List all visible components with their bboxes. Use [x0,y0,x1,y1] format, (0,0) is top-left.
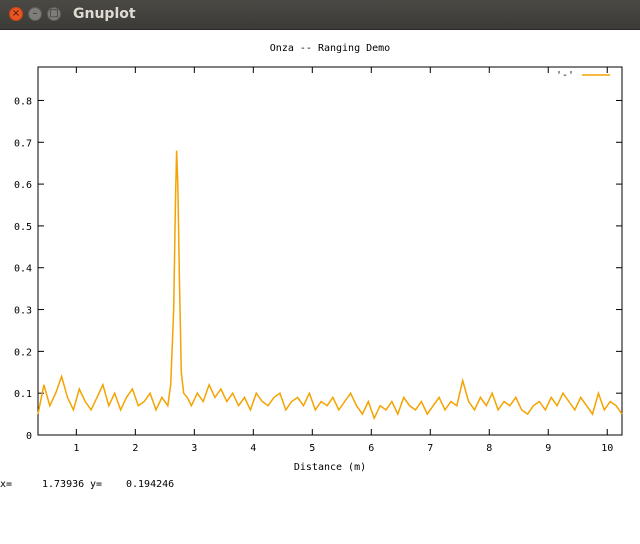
y-tick-label: 0.8 [14,96,32,107]
status-y-value: 0.194246 [126,479,175,490]
y-tick-label: 0 [26,431,32,442]
x-tick-label: 8 [486,443,492,454]
x-tick-label: 9 [545,443,551,454]
status-x-label: x= [0,479,13,490]
y-tick-label: 0.5 [14,222,32,233]
y-tick-label: 0.1 [14,389,32,400]
y-tick-label: 0.4 [14,264,32,275]
legend-label: '-' [556,70,574,81]
chart-title: Onza -- Ranging Demo [270,43,390,54]
y-tick-label: 0.6 [14,180,32,191]
x-tick-label: 7 [427,443,433,454]
series-line [37,150,623,421]
plot-canvas[interactable]: Onza -- Ranging Demo 1 2 3 4 5 6 7 8 9 10 0 0.1 0.2 0… [0,30,640,478]
plot-frame [37,66,623,436]
maximize-icon[interactable]: □ [47,7,61,21]
status-x-value: 1.73936 [42,479,85,490]
y-tick-label: 0.3 [14,306,32,317]
x-tick-label: 3 [191,443,197,454]
chart-svg[interactable]: Onza -- Ranging Demo 1 2 3 4 5 6 7 8 9 10 0 0.1 0.2 0… [0,30,640,478]
x-tick-label: 5 [309,443,315,454]
x-tick-label: 1 [73,443,79,454]
y-tick-label: 0.7 [14,138,32,149]
x-tick-label: 2 [132,443,138,454]
x-tick-label: 4 [250,443,256,454]
window-title: Gnuplot [73,6,136,22]
status-bar: x= 1.73936 y= 0.194246 [0,478,640,491]
x-tick-label: 10 [601,443,613,454]
legend: '-' [556,70,610,81]
x-tick-label: 6 [368,443,374,454]
close-icon[interactable]: × [9,7,23,21]
title-bar[interactable]: × – □ Gnuplot [0,0,640,30]
gnuplot-window: × – □ Gnuplot Onza -- Ranging Demo 1 2 3 4 5… [0,0,640,491]
axes: 1 2 3 4 5 6 7 8 9 10 0 0.1 0.2 0.3 0.4 0.5 0.6 0.7 0.8 [14,67,622,454]
x-axis-label: Distance (m) [294,462,366,473]
status-y-label: y= [90,479,103,490]
y-tick-label: 0.2 [14,347,32,358]
minimize-icon[interactable]: – [28,7,42,21]
